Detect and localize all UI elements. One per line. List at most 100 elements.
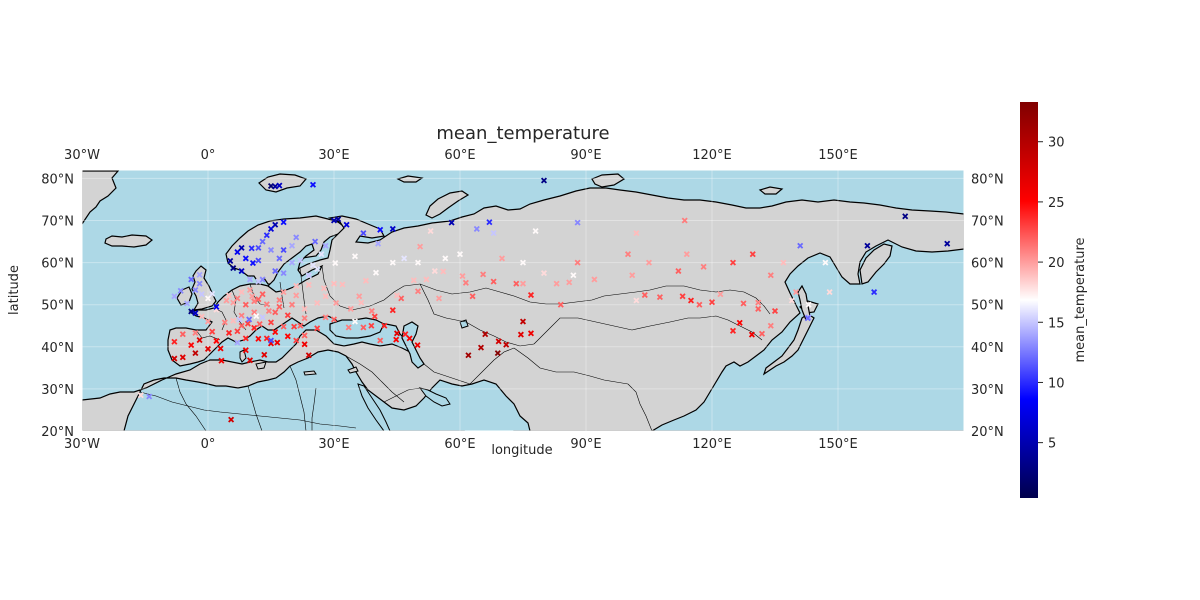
- data-point: [293, 234, 300, 241]
- data-point: [532, 228, 539, 235]
- data-point: [171, 355, 178, 362]
- y-tick-label-right: 50°N: [971, 299, 1004, 314]
- data-point: [345, 324, 352, 331]
- data-point: [272, 221, 279, 228]
- y-tick-labels-left: 20°N 30°N 40°N 50°N 60°N 70°N 80°N: [41, 172, 74, 440]
- data-point: [293, 282, 300, 289]
- data-point: [389, 307, 396, 314]
- data-point: [358, 299, 365, 306]
- data-point: [276, 255, 283, 262]
- data-point: [377, 226, 384, 233]
- data-point: [527, 330, 535, 337]
- data-point: [234, 328, 241, 335]
- red-sea: [357, 383, 391, 431]
- data-point: [442, 255, 449, 262]
- iceland: [104, 234, 154, 248]
- data-point: [263, 232, 270, 239]
- data-point: [249, 259, 256, 267]
- x-tick-label-top: 90°E: [570, 148, 601, 163]
- data-point: [402, 331, 409, 338]
- data-point: [360, 324, 367, 331]
- data-point: [656, 294, 663, 301]
- data-point: [225, 292, 233, 299]
- data-point: [188, 308, 195, 315]
- data-point: [480, 271, 487, 278]
- data-point: [238, 322, 245, 329]
- y-tick-label-right: 80°N: [971, 172, 1004, 187]
- data-points: [137, 177, 951, 423]
- data-point: [223, 297, 230, 304]
- data-point: [330, 217, 338, 224]
- data-point: [633, 230, 640, 237]
- data-point: [272, 183, 279, 190]
- data-point: [393, 330, 401, 337]
- data-point: [276, 303, 283, 310]
- data-point: [204, 318, 212, 325]
- data-point: [717, 291, 724, 298]
- data-point: [301, 305, 308, 312]
- colorbar-tick-label: 25: [1048, 196, 1065, 211]
- data-point: [284, 333, 291, 340]
- data-point: [431, 267, 438, 275]
- data-point: [462, 279, 469, 286]
- data-point: [274, 339, 281, 346]
- cyprus: [347, 366, 359, 374]
- data-point: [198, 313, 205, 320]
- y-tick-label-right: 60°N: [971, 257, 1004, 272]
- data-point: [192, 329, 199, 336]
- map-frame: [81, 169, 965, 432]
- data-point: [225, 329, 233, 336]
- data-point: [333, 299, 340, 307]
- data-point: [246, 357, 254, 364]
- data-point: [679, 293, 686, 300]
- x-tick-label-bottom: 90°E: [570, 437, 601, 452]
- data-point: [305, 281, 312, 288]
- colorbar-ticks: 5 10 15 20 25 30: [1038, 136, 1065, 452]
- data-point: [519, 259, 527, 266]
- data-point: [410, 277, 417, 284]
- x-tick-label-top: 30°W: [64, 148, 100, 163]
- data-point: [519, 280, 527, 287]
- data-point: [259, 238, 266, 245]
- data-point: [242, 301, 249, 308]
- data-point: [755, 299, 762, 306]
- kamchatka: [859, 243, 893, 285]
- data-point: [265, 307, 272, 315]
- data-point: [339, 281, 346, 288]
- colorbar-label: mean_temperature: [1073, 237, 1088, 362]
- x-tick-label-top: 30°E: [318, 148, 349, 163]
- map-axes: [81, 169, 965, 432]
- data-point: [204, 345, 212, 352]
- data-point: [557, 301, 564, 308]
- data-point: [213, 303, 220, 310]
- colorbar: 5 10 15 20 25 30 mean_temperature: [1020, 102, 1088, 498]
- data-point: [372, 269, 380, 276]
- data-point: [792, 289, 800, 296]
- data-point: [217, 345, 224, 352]
- data-point: [473, 225, 480, 232]
- data-point: [797, 242, 804, 249]
- country-borders: [139, 265, 771, 431]
- data-point: [301, 341, 308, 348]
- data-point: [183, 300, 191, 307]
- data-point: [864, 242, 871, 249]
- data-point: [902, 213, 909, 220]
- data-point: [871, 289, 878, 296]
- y-tick-label-left: 30°N: [41, 383, 74, 398]
- data-point: [244, 320, 251, 327]
- data-point: [401, 255, 408, 262]
- y-axis-label: latitude: [7, 265, 22, 315]
- japan: [762, 313, 815, 376]
- caspian-sea: [401, 321, 425, 369]
- data-point: [236, 316, 243, 323]
- data-point: [645, 259, 653, 266]
- data-point: [272, 267, 279, 275]
- data-point: [280, 246, 287, 254]
- data-point: [196, 280, 203, 287]
- data-point: [335, 216, 342, 223]
- data-point: [314, 299, 321, 307]
- sardinia: [239, 349, 247, 363]
- data-point: [687, 297, 695, 304]
- data-point: [553, 280, 560, 287]
- data-point: [238, 267, 245, 275]
